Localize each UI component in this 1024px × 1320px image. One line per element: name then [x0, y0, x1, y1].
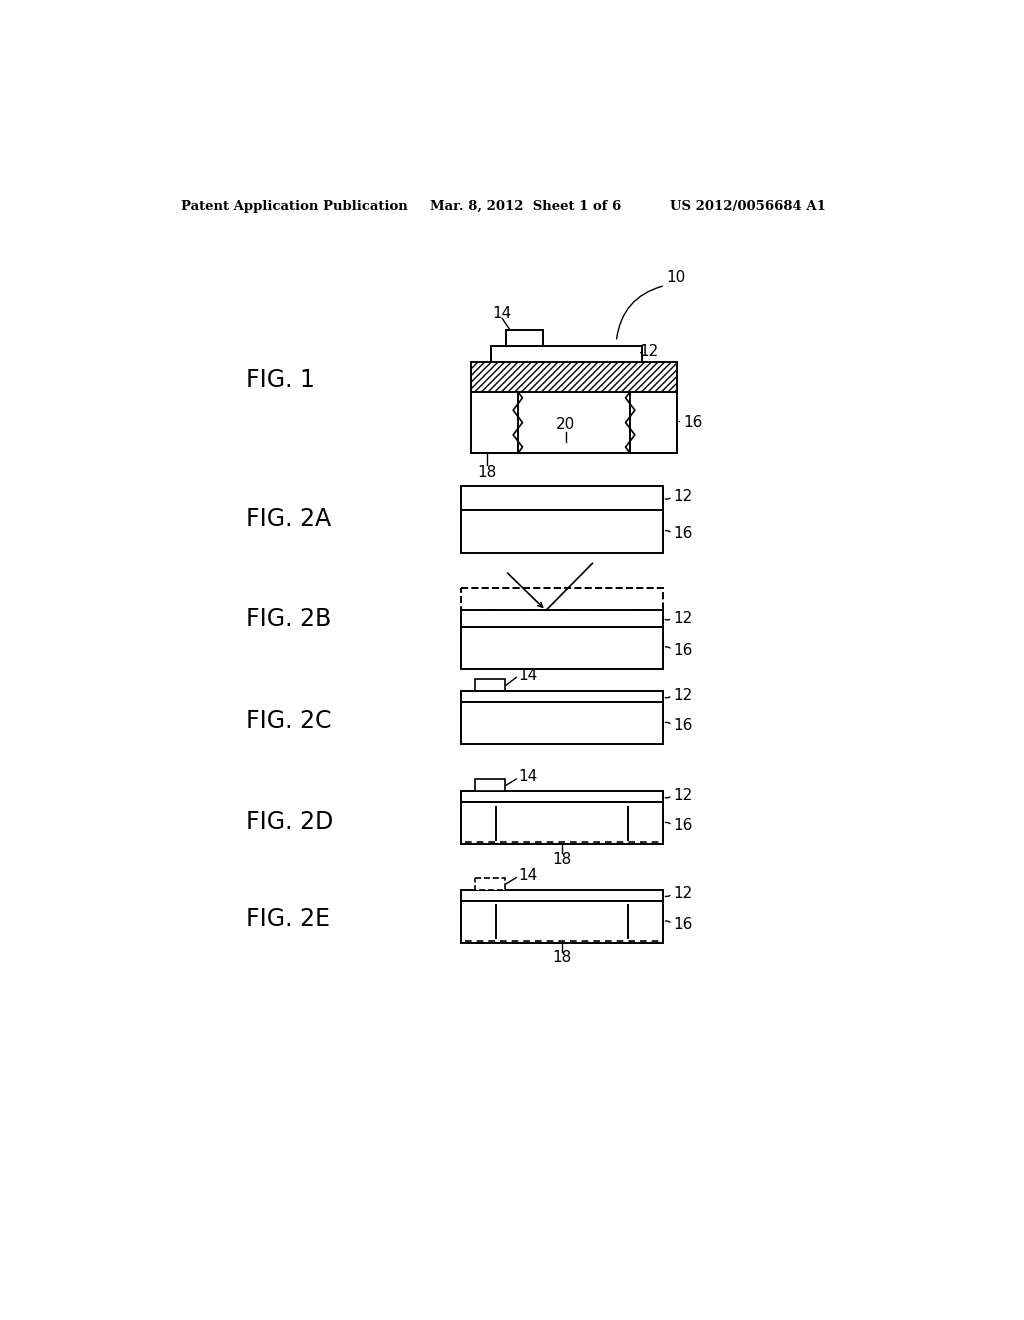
Text: 14: 14 — [518, 668, 538, 682]
Bar — [461, 627, 663, 669]
Bar — [461, 792, 663, 803]
Bar — [475, 779, 505, 792]
Bar — [496, 807, 628, 840]
Bar — [461, 610, 663, 627]
Text: 12: 12 — [674, 788, 693, 803]
Bar — [461, 486, 663, 511]
Text: 12: 12 — [674, 688, 693, 702]
Text: 14: 14 — [518, 867, 538, 883]
Text: 16: 16 — [684, 414, 703, 430]
Text: 12: 12 — [674, 611, 693, 626]
Text: 16: 16 — [674, 916, 693, 932]
Bar — [496, 906, 628, 939]
Text: 18: 18 — [552, 851, 571, 867]
Text: 14: 14 — [493, 306, 512, 321]
Bar — [630, 392, 677, 453]
Text: 12: 12 — [674, 488, 693, 504]
Text: 16: 16 — [674, 718, 693, 733]
Text: 10: 10 — [667, 271, 686, 285]
Bar — [490, 346, 642, 363]
Text: FIG. 1: FIG. 1 — [246, 368, 314, 392]
Text: 20: 20 — [556, 417, 575, 432]
Bar — [461, 900, 663, 942]
Text: 18: 18 — [552, 950, 571, 965]
Text: FIG. 2A: FIG. 2A — [246, 507, 331, 531]
Bar — [461, 803, 663, 845]
Bar — [475, 678, 505, 692]
Text: FIG. 2B: FIG. 2B — [246, 607, 331, 631]
Bar — [471, 392, 518, 453]
Text: Patent Application Publication: Patent Application Publication — [180, 199, 408, 213]
Text: 18: 18 — [477, 465, 497, 480]
Bar — [475, 878, 505, 890]
Bar — [461, 890, 663, 900]
Text: 14: 14 — [518, 770, 538, 784]
Text: FIG. 2E: FIG. 2E — [246, 907, 330, 931]
Text: Mar. 8, 2012  Sheet 1 of 6: Mar. 8, 2012 Sheet 1 of 6 — [430, 199, 622, 213]
Text: FIG. 2C: FIG. 2C — [246, 709, 332, 733]
Text: US 2012/0056684 A1: US 2012/0056684 A1 — [671, 199, 826, 213]
Text: 12: 12 — [674, 886, 693, 902]
Bar — [461, 511, 663, 553]
Text: FIG. 2D: FIG. 2D — [246, 810, 333, 834]
Bar — [461, 702, 663, 744]
Text: 16: 16 — [674, 527, 693, 541]
Text: 16: 16 — [674, 818, 693, 833]
Text: 16: 16 — [674, 643, 693, 657]
Bar — [506, 330, 544, 346]
Bar — [471, 363, 677, 392]
Bar — [461, 589, 663, 610]
Text: 12: 12 — [640, 345, 658, 359]
Bar — [461, 692, 663, 702]
